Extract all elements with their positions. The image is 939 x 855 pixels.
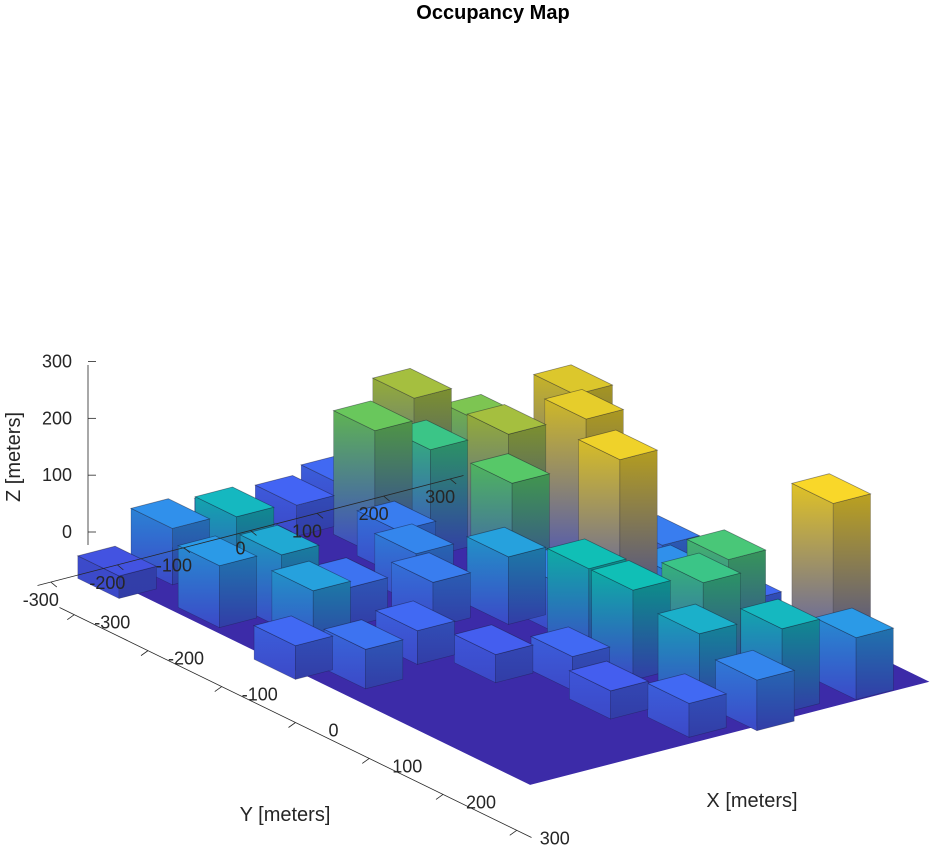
building xyxy=(646,673,728,738)
building-roof xyxy=(270,560,352,592)
y-axis-label: Y [meters] xyxy=(240,804,331,826)
building-roof xyxy=(466,404,547,435)
building-roof xyxy=(656,603,738,635)
building-roof xyxy=(568,660,650,692)
building xyxy=(252,615,334,680)
building-roof xyxy=(194,486,275,518)
x-tick xyxy=(140,650,149,656)
building-roof xyxy=(685,529,767,561)
building-roof xyxy=(177,535,258,567)
building-roof xyxy=(532,364,614,396)
x-tick-label: 300 xyxy=(540,828,570,848)
z-axis-label: Z [meters] xyxy=(3,412,25,502)
building-roof xyxy=(714,649,796,681)
building-roof xyxy=(373,523,455,555)
building xyxy=(76,545,158,599)
building-roof xyxy=(529,626,611,658)
building-roof xyxy=(813,607,895,639)
building-roof xyxy=(660,552,742,584)
x-tick-label: 100 xyxy=(392,756,422,776)
y-tick xyxy=(316,512,324,519)
x-tick xyxy=(509,830,517,836)
building-roof xyxy=(469,453,551,484)
building xyxy=(177,535,258,629)
building-face xyxy=(508,546,546,625)
y-tick-label: -200 xyxy=(89,573,125,593)
building-roof xyxy=(356,500,437,532)
x-tick xyxy=(288,722,296,728)
building-roof xyxy=(129,498,211,529)
x-tick-label: 0 xyxy=(329,721,339,741)
building-roof xyxy=(453,624,535,656)
building-roof xyxy=(465,526,547,558)
y-tick-label: 0 xyxy=(235,538,245,558)
building-roof xyxy=(577,429,659,461)
building-roof xyxy=(252,615,334,647)
building-roof xyxy=(254,475,336,506)
x-axis-label: X [meters] xyxy=(706,790,797,812)
y-tick xyxy=(383,495,390,502)
building-face xyxy=(756,670,795,732)
y-tick xyxy=(117,564,124,571)
building-roof xyxy=(390,552,472,583)
building-roof xyxy=(739,598,821,630)
building-roof xyxy=(790,473,872,504)
building-roof xyxy=(239,524,320,556)
x-tick xyxy=(214,686,222,692)
z-tick-label: 200 xyxy=(42,408,72,428)
building xyxy=(465,526,547,625)
building xyxy=(813,607,895,701)
y-tick-label: -300 xyxy=(23,590,59,610)
y-tick-label: 300 xyxy=(425,487,455,507)
buildings-layer xyxy=(76,364,895,738)
building-roof xyxy=(646,673,728,704)
z-tick-label: 100 xyxy=(42,465,72,485)
building-roof xyxy=(590,560,672,591)
building-face xyxy=(219,555,258,628)
building xyxy=(323,619,404,690)
y-tick-label: 200 xyxy=(359,504,389,524)
x-tick xyxy=(67,614,75,621)
x-tick xyxy=(435,794,444,800)
x-tick-label: -200 xyxy=(168,649,204,669)
x-tick-label: 200 xyxy=(466,792,496,812)
x-tick xyxy=(362,758,370,764)
building-roof xyxy=(371,367,453,399)
y-tick xyxy=(449,478,457,485)
building-roof xyxy=(543,388,625,420)
building xyxy=(453,624,535,684)
building-roof xyxy=(76,545,158,577)
building-roof xyxy=(546,538,628,570)
x-tick-label: -100 xyxy=(242,685,278,705)
building-roof xyxy=(374,600,456,632)
z-tick-label: 300 xyxy=(42,352,72,372)
building xyxy=(254,475,336,537)
x-tick-label: -300 xyxy=(94,613,130,633)
y-tick-label: -100 xyxy=(156,556,192,576)
y-tick xyxy=(183,547,191,553)
axes: -300 -200 -100 0 100 200 300 -300 -200 -100 0 100 20… xyxy=(23,352,570,849)
building xyxy=(568,660,650,720)
building-face xyxy=(855,627,894,700)
y-tick-label: 100 xyxy=(292,521,322,541)
chart-title: Occupancy Map xyxy=(416,2,569,24)
y-tick xyxy=(250,530,257,536)
building-roof xyxy=(332,400,414,432)
y-tick xyxy=(50,581,58,588)
building-roof xyxy=(323,619,404,650)
z-tick-label: 0 xyxy=(62,522,72,542)
